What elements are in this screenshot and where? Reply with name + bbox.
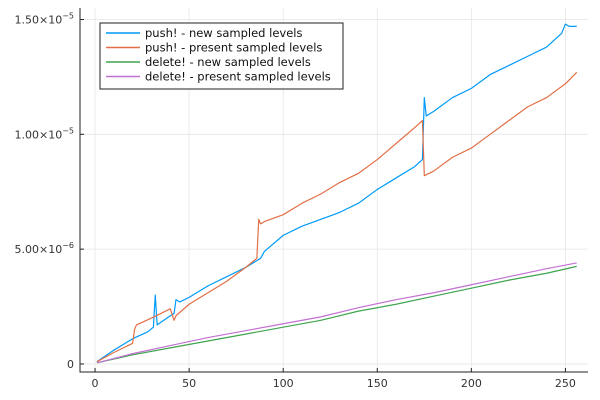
legend-label: push! - new sampled levels xyxy=(145,26,302,40)
x-tick-label: 250 xyxy=(555,377,576,390)
series-line-3 xyxy=(96,265,577,364)
x-tick-label: 200 xyxy=(461,377,482,390)
legend-box xyxy=(99,22,344,90)
x-tick-label: 50 xyxy=(182,377,196,390)
series-line-1 xyxy=(96,23,577,363)
y-tick-label: 0 xyxy=(67,358,74,371)
x-tick-label: 0 xyxy=(92,377,99,390)
x-tick-label: 100 xyxy=(273,377,294,390)
x-tick-label: 150 xyxy=(367,377,388,390)
legend-label: delete! - present sampled levels xyxy=(145,70,331,84)
legend-label: push! - present sampled levels xyxy=(145,41,322,55)
y-tick-label: 5.00×10−6 xyxy=(14,241,74,256)
axis-frame xyxy=(79,8,588,373)
y-tick-label: 1.00×10−5 xyxy=(14,126,74,141)
series-line-4 xyxy=(96,262,577,364)
y-tick-label: 1.50×10−5 xyxy=(14,11,74,26)
legend-label: delete! - new sampled levels xyxy=(145,55,311,69)
tick-labels: 0 50 100 150 200 250 0 5.00×10−6 1.00×10−5 1.50×1… xyxy=(14,11,575,390)
series-line-2 xyxy=(96,71,578,363)
series-lines xyxy=(96,23,578,364)
